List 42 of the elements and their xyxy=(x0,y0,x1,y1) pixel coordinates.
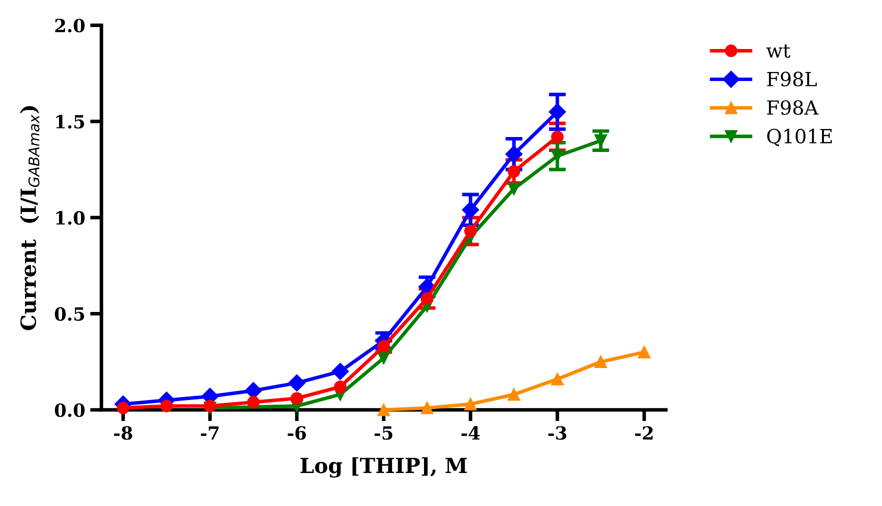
point xyxy=(160,400,173,412)
y-tick-label: 2.0 xyxy=(55,18,85,32)
point xyxy=(116,402,130,414)
point xyxy=(377,352,390,364)
x-tick-label: -5 xyxy=(374,426,392,440)
point xyxy=(508,165,520,178)
legend-label: wt xyxy=(766,44,790,58)
point xyxy=(464,224,477,238)
point xyxy=(290,392,304,405)
y-axis-title: Current (I/I$_{GABAmax}$) xyxy=(20,106,40,330)
x-tick-label: -3 xyxy=(548,426,566,440)
y-tick-label: 0.0 xyxy=(54,403,85,417)
y-tick-label: 0.5 xyxy=(54,307,84,321)
x-tick-label: -8 xyxy=(114,426,132,440)
point xyxy=(551,372,564,386)
x-axis-title: Log [THIP], M xyxy=(300,457,467,478)
point xyxy=(334,380,346,394)
y-tick-label: 1.5 xyxy=(56,114,84,129)
point xyxy=(508,388,520,401)
x-tick-label: -7 xyxy=(200,426,219,440)
point xyxy=(508,182,520,195)
point xyxy=(377,404,390,416)
y-tick-label: 1.0 xyxy=(56,211,85,225)
point xyxy=(594,356,608,368)
point xyxy=(420,402,434,414)
point xyxy=(288,374,306,392)
point xyxy=(548,103,566,120)
point xyxy=(505,146,522,163)
x-tick-label: -6 xyxy=(288,426,306,440)
point xyxy=(247,396,260,408)
legend-label: F98L xyxy=(767,72,817,86)
legend-label: Q101E xyxy=(767,128,832,146)
point xyxy=(204,400,216,412)
legend-label: F98A xyxy=(767,100,819,115)
point xyxy=(551,130,564,144)
point xyxy=(332,362,349,380)
point xyxy=(420,292,434,305)
x-tick-label: -4 xyxy=(461,426,480,440)
point xyxy=(638,346,650,358)
x-tick-label: -2 xyxy=(635,426,653,440)
point xyxy=(462,201,480,218)
point xyxy=(464,398,477,410)
